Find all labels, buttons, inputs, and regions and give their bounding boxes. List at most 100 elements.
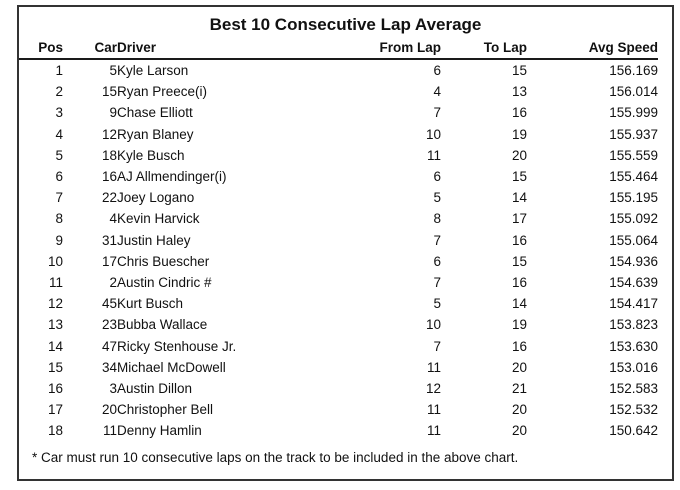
table-row: 9 31 Justin Haley 7 16 155.064: [19, 230, 658, 251]
table-row: 7 22 Joey Logano 5 14 155.195: [19, 187, 658, 208]
cell-car: 2: [109, 274, 117, 290]
cell-driver: Denny Hamlin: [117, 423, 202, 439]
cell-to-lap: 14: [511, 296, 527, 312]
cell-avg-speed: 155.937: [609, 126, 658, 142]
cell-car: 12: [101, 126, 117, 142]
column-header-from-lap: From Lap: [355, 40, 441, 60]
cell-car: 9: [109, 105, 117, 121]
cell-car: 23: [101, 317, 117, 333]
cell-pos: 3: [55, 105, 63, 121]
cell-pos: 14: [47, 338, 63, 354]
table-row: 14 47 Ricky Stenhouse Jr. 7 16 153.630: [19, 335, 658, 356]
cell-driver: Joey Logano: [117, 190, 195, 206]
cell-avg-speed: 154.417: [609, 296, 658, 312]
cell-pos: 9: [55, 232, 63, 248]
cell-driver: Kyle Larson: [117, 63, 189, 79]
cell-from-lap: 10: [425, 126, 441, 142]
cell-avg-speed: 150.642: [609, 423, 658, 439]
cell-avg-speed: 156.169: [609, 63, 658, 79]
cell-driver: Kevin Harvick: [117, 211, 200, 227]
cell-avg-speed: 154.639: [609, 274, 658, 290]
page-title: Best 10 Consecutive Lap Average: [209, 15, 482, 34]
cell-pos: 2: [55, 84, 63, 100]
cell-to-lap: 13: [511, 84, 527, 100]
cell-avg-speed: 155.092: [609, 211, 658, 227]
table-header-row: Pos Car Driver From Lap To Lap Avg Speed: [19, 40, 658, 60]
cell-to-lap: 17: [511, 211, 527, 227]
cell-to-lap: 15: [511, 253, 527, 269]
cell-avg-speed: 153.630: [609, 338, 658, 354]
cell-car: 16: [101, 169, 117, 185]
cell-from-lap: 11: [426, 423, 441, 439]
cell-car: 31: [101, 232, 117, 248]
cell-car: 3: [109, 380, 117, 396]
table-row: 5 18 Kyle Busch 11 20 155.559: [19, 145, 658, 166]
cell-avg-speed: 152.532: [609, 402, 658, 418]
cell-to-lap: 16: [511, 274, 527, 290]
cell-car: 4: [109, 211, 117, 227]
cell-to-lap: 14: [511, 190, 527, 206]
table-row: 1 5 Kyle Larson 6 15 156.169: [19, 59, 658, 81]
cell-to-lap: 19: [511, 317, 527, 333]
cell-driver: Ryan Preece(i): [117, 84, 208, 100]
cell-avg-speed: 155.559: [609, 147, 658, 163]
cell-from-lap: 11: [426, 402, 441, 418]
cell-car: 34: [101, 359, 117, 375]
cell-to-lap: 16: [511, 338, 527, 354]
cell-to-lap: 16: [511, 105, 527, 121]
cell-from-lap: 7: [433, 232, 441, 248]
cell-avg-speed: 152.583: [609, 380, 658, 396]
cell-from-lap: 11: [426, 359, 441, 375]
table-row: 15 34 Michael McDowell 11 20 153.016: [19, 357, 658, 378]
cell-driver: Austin Cindric #: [117, 274, 212, 290]
column-header-driver: Driver: [117, 40, 355, 60]
cell-car: 18: [101, 147, 117, 163]
cell-driver: Kyle Busch: [117, 147, 185, 163]
cell-from-lap: 10: [425, 317, 441, 333]
table-row: 13 23 Bubba Wallace 10 19 153.823: [19, 314, 658, 335]
cell-to-lap: 21: [511, 380, 527, 396]
table-footnote: * Car must run 10 consecutive laps on th…: [32, 450, 519, 466]
cell-pos: 12: [47, 296, 63, 312]
cell-driver: Austin Dillon: [117, 380, 193, 396]
cell-to-lap: 15: [511, 169, 527, 185]
lap-average-table: Pos Car Driver From Lap To Lap Avg Speed…: [19, 40, 658, 441]
table-row: 3 9 Chase Elliott 7 16 155.999: [19, 102, 658, 123]
cell-pos: 4: [55, 126, 63, 142]
cell-pos: 7: [55, 190, 63, 206]
cell-from-lap: 12: [425, 380, 441, 396]
cell-to-lap: 20: [511, 402, 527, 418]
cell-driver: Justin Haley: [117, 232, 191, 248]
cell-to-lap: 16: [511, 232, 527, 248]
cell-to-lap: 19: [511, 126, 527, 142]
column-header-pos: Pos: [19, 40, 63, 60]
cell-to-lap: 15: [511, 63, 527, 79]
cell-from-lap: 11: [426, 147, 441, 163]
cell-driver: Chase Elliott: [117, 105, 193, 121]
cell-pos: 18: [47, 423, 63, 439]
cell-from-lap: 6: [433, 63, 441, 79]
cell-driver: Michael McDowell: [117, 359, 226, 375]
cell-pos: 17: [47, 402, 63, 418]
cell-driver: Kurt Busch: [117, 296, 184, 312]
cell-from-lap: 6: [433, 169, 441, 185]
table-row: 8 4 Kevin Harvick 8 17 155.092: [19, 208, 658, 229]
cell-car: 45: [101, 296, 117, 312]
cell-pos: 8: [55, 211, 63, 227]
cell-pos: 13: [47, 317, 63, 333]
column-header-avg-speed: Avg Speed: [527, 40, 658, 60]
cell-avg-speed: 154.936: [609, 253, 658, 269]
cell-avg-speed: 153.016: [609, 359, 658, 375]
cell-car: 17: [101, 253, 117, 269]
cell-pos: 1: [55, 63, 63, 79]
cell-driver: Chris Buescher: [117, 253, 210, 269]
column-header-to-lap: To Lap: [441, 40, 527, 60]
cell-avg-speed: 155.195: [609, 190, 658, 206]
table-row: 17 20 Christopher Bell 11 20 152.532: [19, 399, 658, 420]
cell-from-lap: 6: [433, 253, 441, 269]
cell-driver: Christopher Bell: [117, 402, 214, 418]
table-row: 12 45 Kurt Busch 5 14 154.417: [19, 293, 658, 314]
table-row: 10 17 Chris Buescher 6 15 154.936: [19, 251, 658, 272]
column-header-car: Car: [63, 40, 117, 60]
cell-from-lap: 7: [433, 105, 441, 121]
